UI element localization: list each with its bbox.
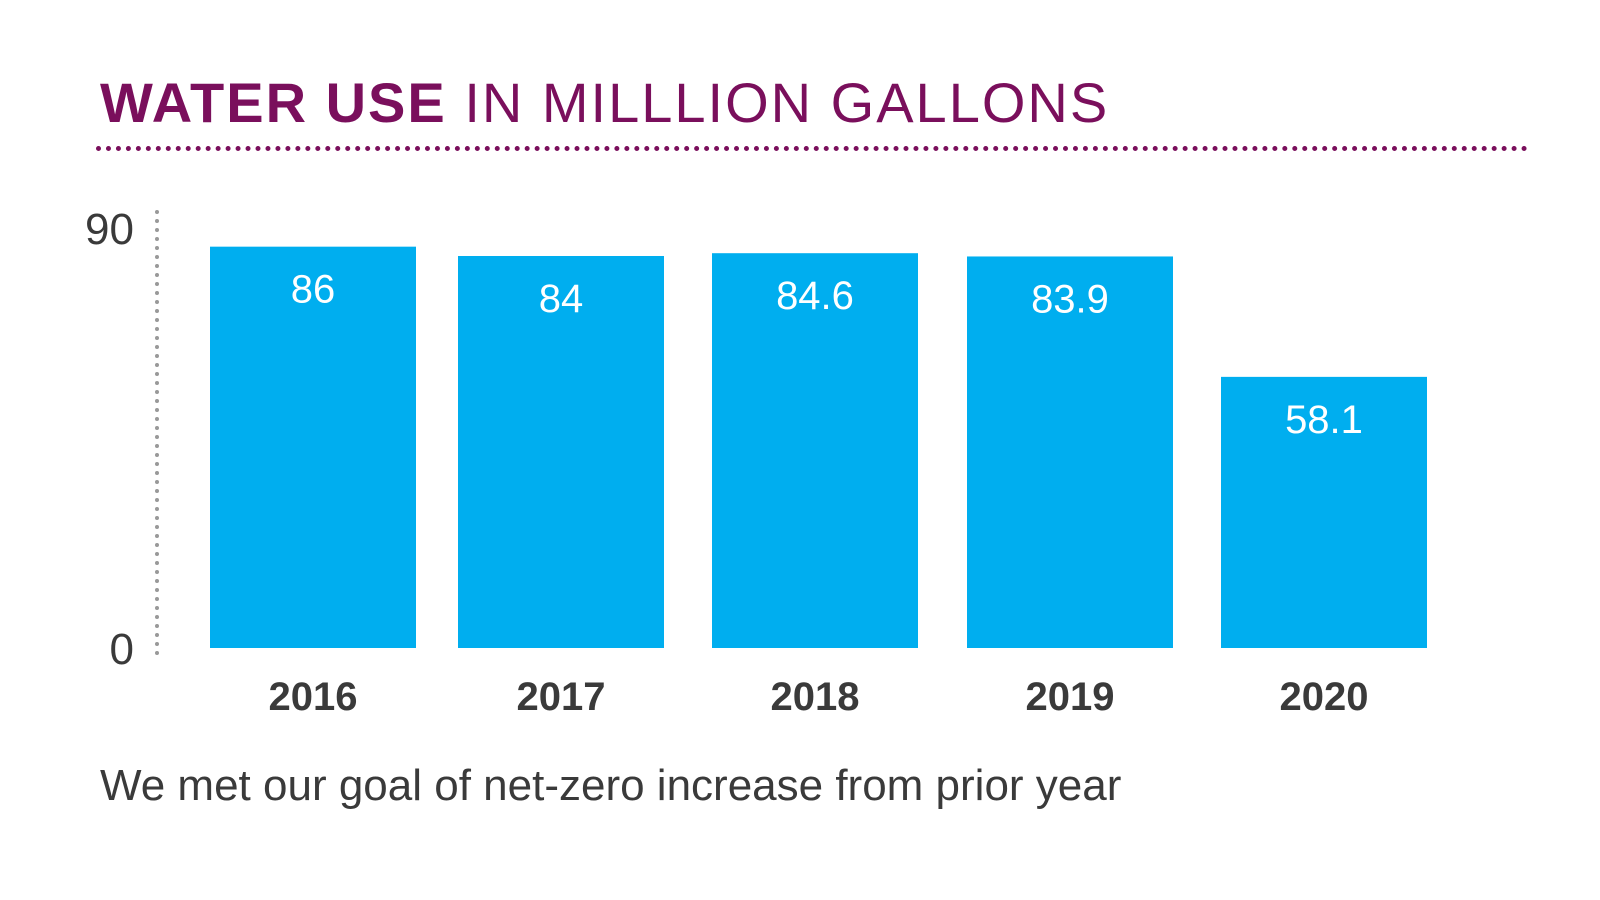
bar-value-label: 83.9 (1031, 277, 1109, 321)
y-tick-label: 90 (85, 205, 134, 254)
bar-value-label: 86 (291, 268, 336, 312)
x-tick-label: 2017 (517, 675, 606, 719)
x-tick-label: 2020 (1280, 675, 1369, 719)
chart-caption: We met our goal of net-zero increase fro… (100, 761, 1122, 810)
x-tick-label: 2019 (1026, 675, 1115, 719)
bar (967, 256, 1173, 648)
bar (458, 256, 664, 648)
y-tick-label: 0 (110, 625, 134, 674)
x-tick-label: 2016 (269, 675, 358, 719)
bar (1221, 376, 1427, 648)
chart-title-strong: WATER USE (100, 71, 447, 134)
bar-value-label: 58.1 (1285, 398, 1363, 442)
bar (712, 253, 918, 648)
bar (210, 246, 416, 648)
bar-value-label: 84.6 (776, 274, 854, 318)
x-tick-label: 2018 (771, 675, 860, 719)
chart-title-light: IN MILLLION GALLONS (464, 71, 1110, 134)
chart-title: WATER USE IN MILLLION GALLONS (100, 68, 1109, 138)
bar-value-label: 84 (539, 277, 584, 321)
title-divider (96, 146, 1528, 151)
